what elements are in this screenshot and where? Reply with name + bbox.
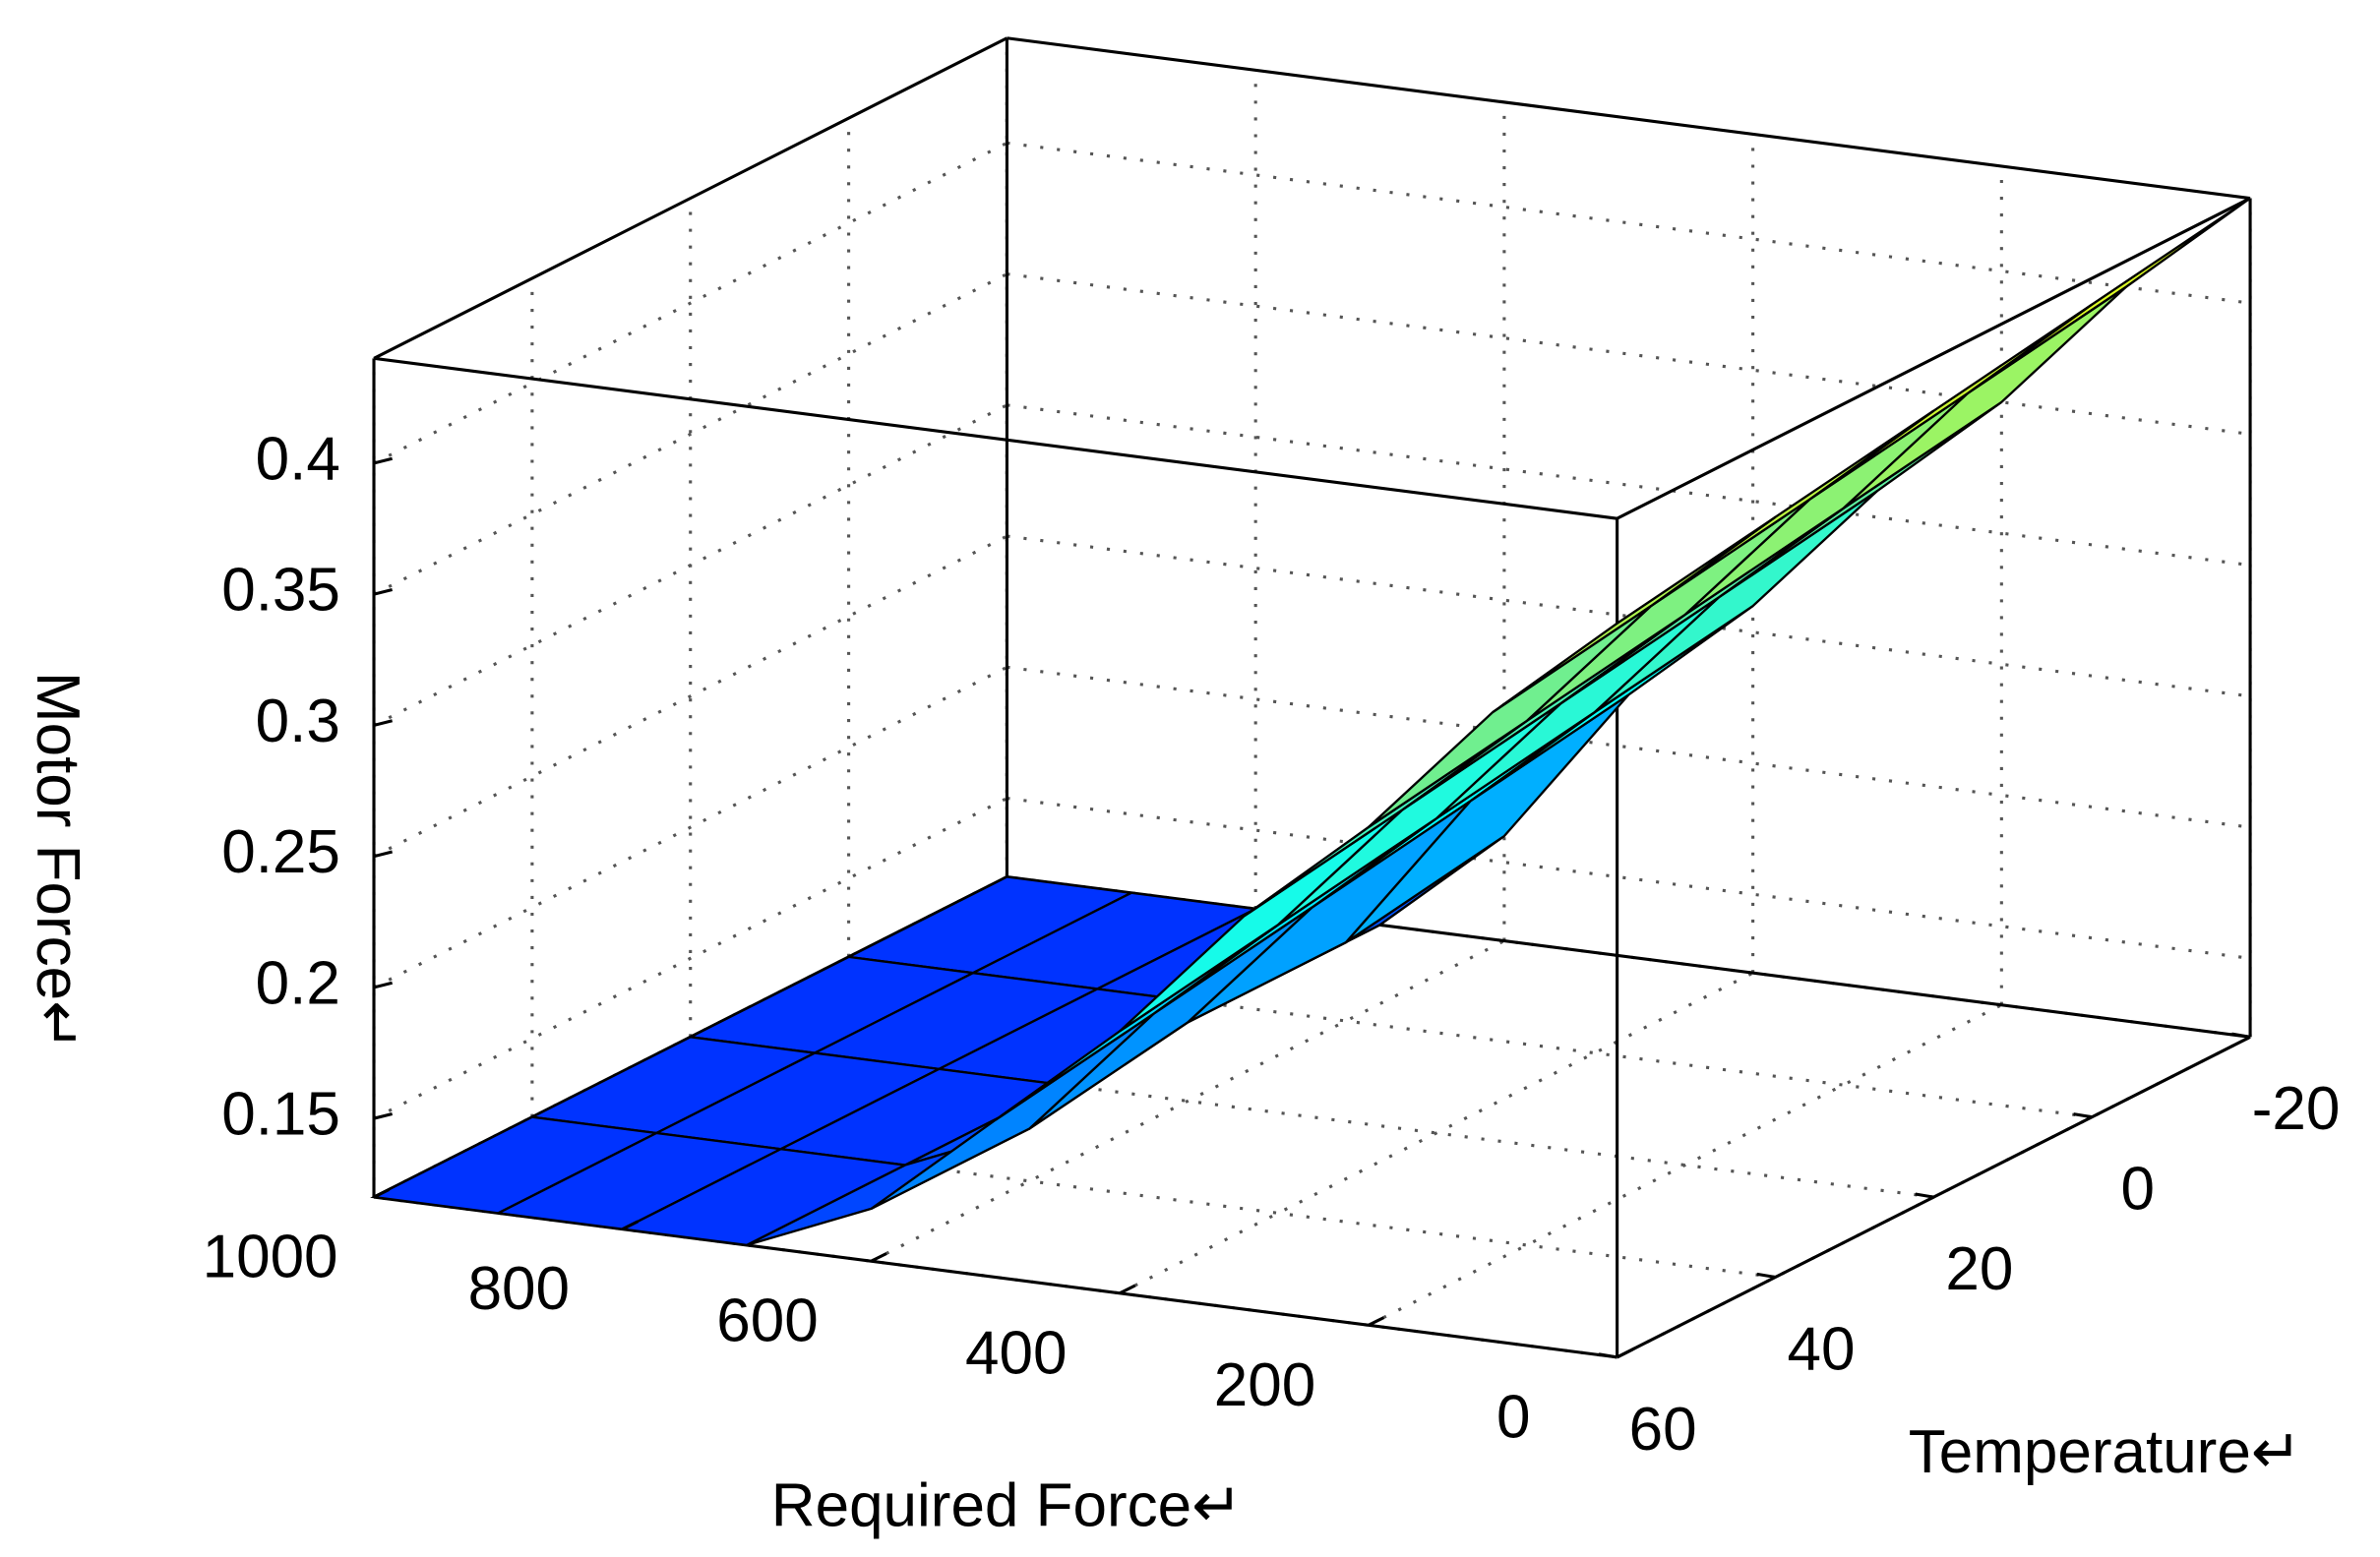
z-tick [373,719,393,727]
x-tick [1616,1347,1633,1359]
y-tick [1915,1192,1934,1199]
x-tick-label: 600 [716,1288,818,1355]
x-tick-label: 1000 [203,1224,338,1291]
z-tick-label: 0.25 [221,818,340,886]
grid-line [1368,1003,2003,1327]
y-tick-label: -20 [2252,1075,2341,1143]
grid-line [373,403,1008,727]
y-tick [1598,1352,1617,1359]
grid-line [1119,971,1754,1295]
surface-patch [1842,285,2127,509]
z-tick-label: 0.15 [221,1081,340,1149]
x-tick [622,1220,639,1231]
y-tick-label: 0 [2120,1156,2154,1224]
box-edge [373,356,1617,520]
x-tick-label: 200 [1214,1351,1315,1419]
y-axis-title: Temperature↵ [1909,1418,2302,1486]
x-tick [1119,1284,1136,1295]
surface-patch [1525,498,1810,722]
z-tick [373,981,393,989]
grid-line [373,272,1008,596]
y-tick [2231,1032,2251,1039]
box-edge [1007,36,2251,201]
x-tick [1368,1316,1385,1327]
z-tick-label: 0.4 [256,425,340,493]
y-tick-label: 60 [1629,1396,1697,1464]
surface-patch [1492,515,1777,714]
grid-line [1007,141,2251,305]
x-tick-label: 0 [1496,1383,1530,1451]
y-tick [1756,1272,1776,1280]
x-tick [870,1252,887,1263]
x-tick [373,1187,391,1199]
z-axis-title: Motor Force↵ [24,672,92,1051]
z-tick [373,850,393,859]
z-tick-label: 0.2 [256,949,340,1017]
z-tick-label: 0.3 [256,688,340,755]
grid-line [373,534,1008,859]
grid-line [373,665,1008,989]
grid-line [373,797,1008,1120]
z-tick [373,456,393,465]
x-axis-title: Required Force↵ [771,1471,1243,1539]
grid-line [373,141,1008,465]
box-edge [1616,197,2251,520]
x-tick-label: 400 [965,1319,1067,1387]
box-edge [373,36,1008,360]
grid-line [1007,403,2251,568]
z-tick-label: 0.35 [221,557,340,625]
y-tick [2073,1112,2093,1119]
z-tick [373,588,393,596]
surface-patch [1593,490,1878,714]
surface-patch [1683,391,1969,616]
z-tick [373,1111,393,1120]
y-tick-label: 40 [1788,1315,1856,1383]
surface-patch [1435,596,1720,820]
x-tick-label: 800 [468,1255,570,1323]
grid-line [870,939,1505,1263]
grid-line [1007,272,2251,436]
y-tick-label: 20 [1945,1235,2013,1303]
